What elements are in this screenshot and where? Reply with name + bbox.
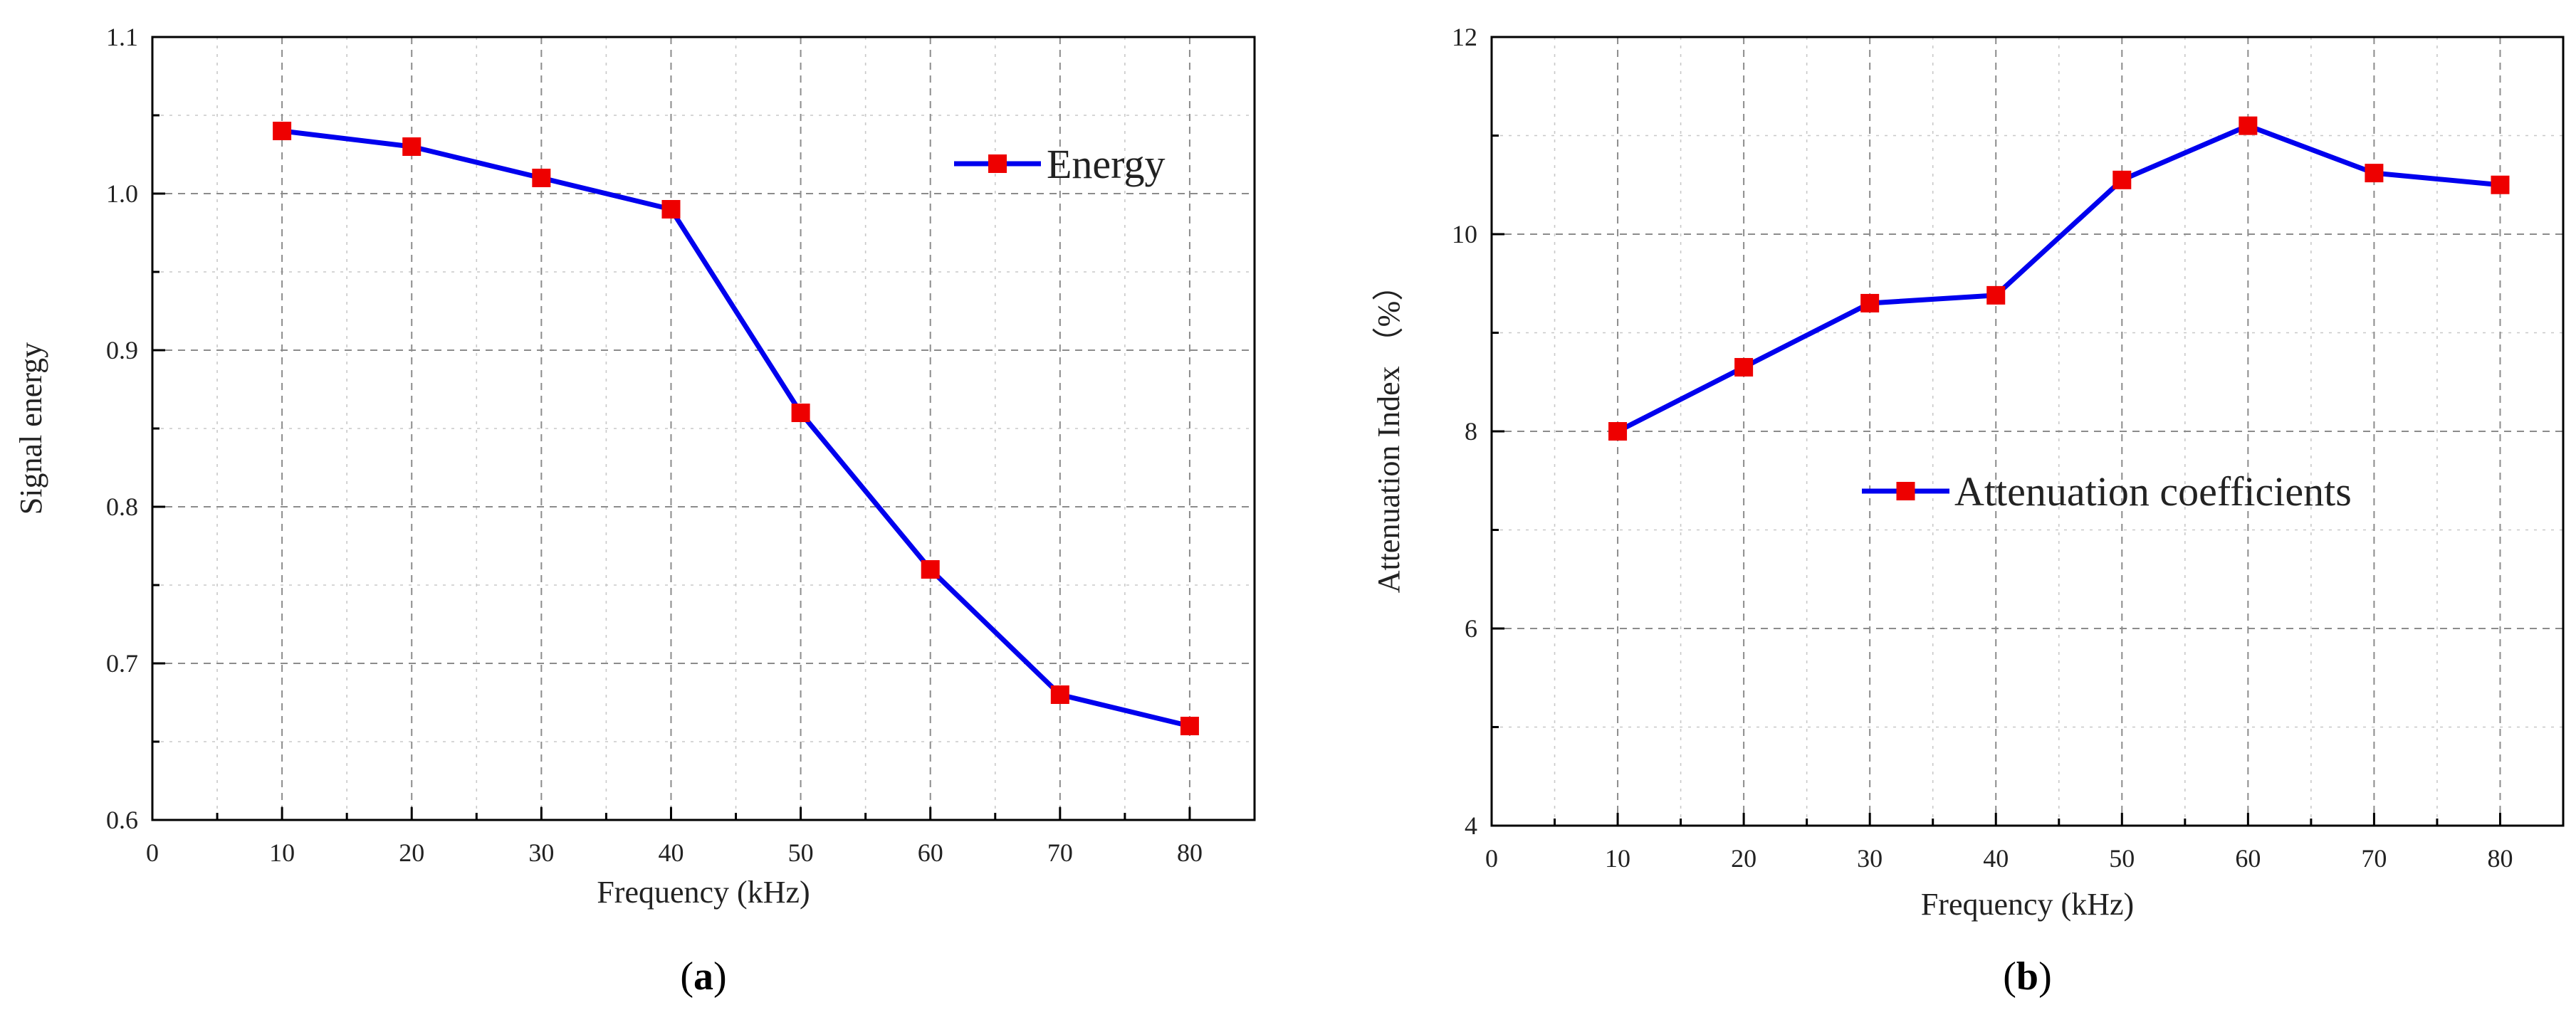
tick-labels: 0 10 20 30 40 50 60 70 80 0.6 0.7 0.8 0.9 1.0 1.1: [106, 23, 1203, 867]
panel-label: (a): [680, 954, 726, 999]
x-axis-label: Frequency (kHz): [597, 875, 810, 910]
tick-labels: 0 10 20 30 40 50 60 70 80 4 6 8 10 12: [1452, 23, 2513, 873]
data-point: [1986, 285, 2006, 305]
y-tick-label: 0.8: [106, 493, 138, 521]
y-tick-label: 12: [1452, 23, 1477, 51]
y-tick-label: 4: [1465, 811, 1477, 840]
data-point: [661, 200, 681, 219]
x-tick-label: 50: [2109, 844, 2135, 873]
data-point: [2491, 175, 2510, 194]
legend-marker: [988, 154, 1007, 173]
x-tick-label: 70: [1047, 838, 1073, 867]
x-axis-label: Frequency (kHz): [1921, 887, 2134, 922]
data-point: [532, 169, 551, 187]
series-energy: [273, 122, 1199, 735]
panel-label: (b): [2003, 954, 2051, 999]
x-tick-label: 30: [528, 838, 554, 867]
data-point: [1608, 422, 1628, 441]
data-point: [273, 122, 292, 140]
y-tick-label: 0.7: [106, 649, 138, 678]
y-tick-label: 0.9: [106, 336, 138, 364]
axis-ticks: [151, 36, 1256, 821]
data-point: [1180, 717, 1199, 735]
data-point: [1860, 293, 1880, 312]
y-tick-label: 6: [1465, 614, 1477, 643]
legend-label: Energy: [1047, 141, 1165, 187]
x-tick-label: 0: [146, 838, 159, 867]
x-tick-label: 40: [658, 838, 684, 867]
y-tick-label: 10: [1452, 220, 1477, 248]
data-point: [1734, 357, 1754, 377]
x-tick-label: 10: [1605, 844, 1630, 873]
x-tick-label: 40: [1983, 844, 2009, 873]
x-tick-label: 0: [1485, 844, 1498, 873]
data-point: [2239, 116, 2258, 135]
chart-b: 0 10 20 30 40 50 60 70 80 4 6 8 10 12 Frequency (kHz) A…: [1371, 23, 2565, 999]
legend: Attenuation coefficients: [1862, 468, 2352, 515]
y-axis-label: Attenuation Index （%）: [1371, 270, 1406, 594]
x-tick-label: 80: [1177, 838, 1203, 867]
series-line: [281, 128, 1190, 729]
x-tick-label: 30: [1857, 844, 1883, 873]
x-tick-label: 10: [269, 838, 295, 867]
chart-a: 0 10 20 30 40 50 60 70 80 0.6 0.7 0.8 0.9 1.0 1.1 Frequ…: [14, 23, 1256, 999]
data-point: [2112, 170, 2132, 189]
y-tick-label: 1.0: [106, 179, 138, 208]
axis-ticks: [1490, 36, 2565, 827]
legend: Energy: [954, 141, 1165, 187]
x-tick-label: 20: [1731, 844, 1756, 873]
y-tick-label: 8: [1465, 417, 1477, 446]
data-point: [791, 404, 810, 422]
y-tick-label: 1.1: [106, 23, 138, 51]
data-point: [921, 560, 940, 579]
x-tick-label: 20: [399, 838, 424, 867]
major-grid: [1492, 37, 2563, 826]
x-tick-label: 70: [2361, 844, 2387, 873]
series-attenuation-coefficients: [1608, 116, 2510, 441]
legend-label: Attenuation coefficients: [1954, 468, 2352, 515]
major-grid: [152, 37, 1255, 820]
x-tick-label: 60: [2235, 844, 2261, 873]
y-tick-label: 0.6: [106, 806, 138, 834]
x-tick-label: 50: [788, 838, 814, 867]
data-point: [2365, 164, 2384, 183]
data-point: [1050, 685, 1069, 704]
x-tick-label: 60: [918, 838, 943, 867]
legend-marker: [1896, 482, 1915, 500]
x-tick-label: 80: [2487, 844, 2513, 873]
y-axis-label: Signal energy: [14, 342, 48, 515]
series-line: [1616, 123, 2501, 434]
data-point: [402, 137, 422, 156]
